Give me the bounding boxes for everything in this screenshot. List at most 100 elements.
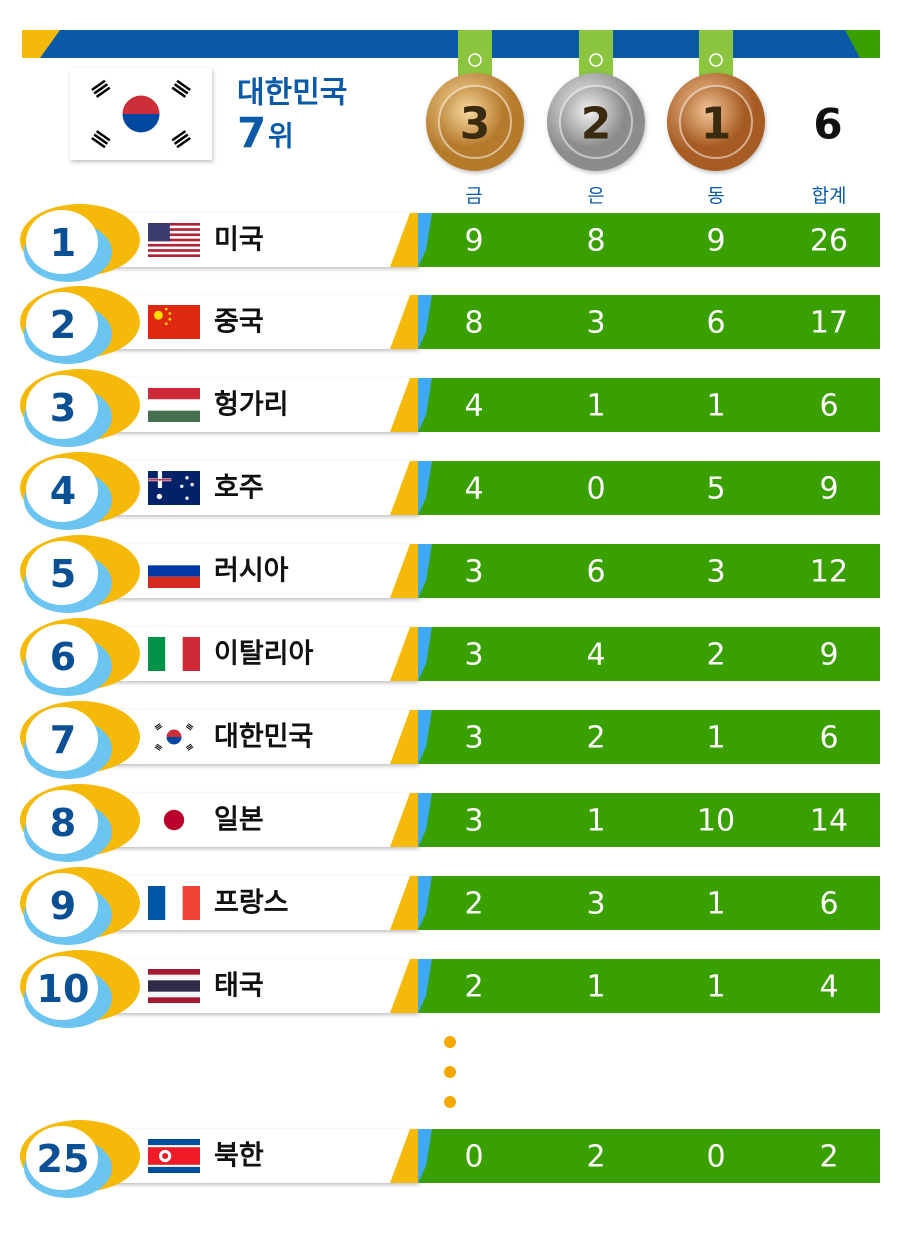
flag-part: [190, 482, 194, 487]
flag-part: [148, 1147, 200, 1165]
row-deco: [390, 876, 418, 930]
flag-part: [148, 238, 200, 242]
medal-inner: [679, 85, 753, 159]
row-green: [418, 959, 880, 1013]
flag-part: [176, 136, 191, 149]
badge-front: [26, 375, 98, 439]
row-deco: [418, 461, 432, 515]
flag-part: [148, 254, 200, 257]
medal-value: 9: [706, 224, 725, 259]
medal-value: 0: [464, 1140, 483, 1175]
medal-value: 3: [706, 555, 725, 590]
row-green: [418, 627, 880, 681]
top-bar-deco: [22, 30, 60, 58]
medal-value: 2: [464, 887, 483, 922]
row-white: [88, 793, 418, 847]
row-white: [88, 1129, 418, 1183]
country: 태국: [214, 971, 264, 1002]
medal-value: 4: [586, 638, 605, 673]
header-country: 대한민국: [237, 76, 347, 111]
medal-value: 12: [810, 555, 848, 590]
flag-part: [155, 724, 162, 730]
country: 호주: [214, 473, 264, 504]
medal-count: 1: [701, 99, 732, 150]
row-deco: [418, 295, 432, 349]
rank: 5: [50, 552, 76, 596]
flag-part: [148, 223, 200, 226]
flag-part: [148, 233, 200, 237]
flag-part: [180, 484, 184, 488]
medal-value: 6: [706, 306, 725, 341]
medal-value: 1: [706, 887, 725, 922]
flag-part: [168, 312, 172, 315]
row-deco: [390, 1129, 418, 1183]
header-rank: 7: [237, 109, 266, 158]
medal-count: 2: [581, 99, 612, 150]
country: 중국: [214, 307, 264, 338]
flag-part: [153, 310, 163, 320]
flag-part: [154, 723, 161, 728]
flag-part: [176, 79, 191, 92]
medal-value: 2: [586, 1140, 605, 1175]
row-green: [418, 295, 880, 349]
rank: 9: [50, 884, 76, 928]
badge-front: [26, 292, 98, 356]
row-green: [418, 461, 880, 515]
flag-part: [148, 637, 166, 671]
country: 헝가리: [214, 390, 289, 421]
row-deco: [390, 793, 418, 847]
row-deco: [390, 959, 418, 1013]
medal-count: 3: [460, 99, 491, 150]
country: 러시아: [214, 556, 289, 587]
country: 일본: [214, 805, 264, 836]
row-white: [88, 213, 418, 267]
medal-value: 0: [706, 1140, 725, 1175]
row-green: [418, 213, 880, 267]
medal-value: 4: [464, 472, 483, 507]
medal-value: 8: [586, 224, 605, 259]
flag-part: [185, 496, 189, 500]
flag-part: [155, 744, 162, 750]
flag-part: [148, 305, 200, 339]
rank: 10: [37, 967, 90, 1011]
flag-part: [91, 79, 106, 92]
row-deco: [418, 959, 432, 1013]
flag-part: [95, 130, 111, 142]
medal-value: 26: [810, 224, 848, 259]
badge-front: [26, 1126, 98, 1190]
medal-value: 3: [464, 638, 483, 673]
row-white: [88, 876, 418, 930]
medal-value: 1: [706, 970, 725, 1005]
badge-front: [26, 541, 98, 605]
ellipsis-dot: [444, 1096, 456, 1108]
flag-part: [148, 410, 200, 422]
flag-part: [165, 637, 183, 671]
ribbon-rings: [468, 53, 482, 67]
rank: 4: [50, 469, 76, 513]
medal-value: 5: [706, 472, 725, 507]
flag-part: [148, 223, 170, 242]
medal-value: 1: [586, 389, 605, 424]
rank: 3: [50, 386, 76, 430]
flag-part: [171, 86, 187, 98]
medal-value: 17: [810, 306, 848, 341]
medal-value: 3: [586, 306, 605, 341]
flag-part: [185, 725, 192, 731]
rank: 7: [50, 718, 76, 762]
row-green: [418, 1129, 880, 1183]
ribbon-rings: [709, 53, 723, 67]
badge-front: [26, 707, 98, 771]
header-total: 6: [813, 100, 842, 149]
header-rank-suffix: 위: [268, 120, 294, 153]
country: 이탈리아: [214, 639, 314, 670]
flag-part: [182, 886, 200, 920]
flag-part: [156, 743, 163, 749]
row-deco: [418, 378, 432, 432]
row-white: [88, 544, 418, 598]
medal-value: 14: [810, 804, 848, 839]
flag-part: [186, 744, 193, 750]
badge-front: [26, 873, 98, 937]
flag-part: [93, 83, 109, 95]
flag-part: [156, 493, 163, 500]
flag-part: [95, 86, 111, 98]
